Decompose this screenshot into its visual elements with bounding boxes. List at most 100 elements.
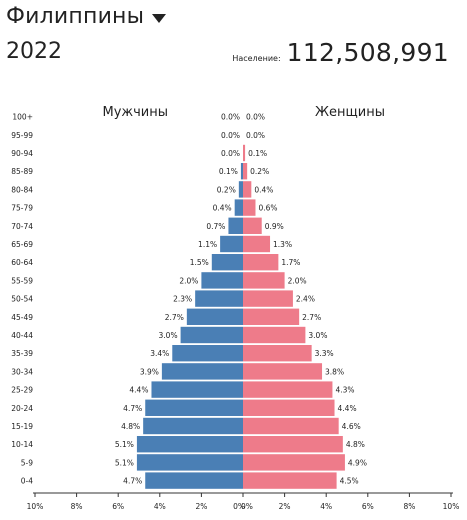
male-value-label: 3.9% bbox=[140, 367, 159, 376]
female-bar bbox=[243, 363, 323, 380]
female-bar bbox=[243, 254, 279, 271]
female-bar bbox=[243, 381, 333, 398]
female-bar bbox=[243, 399, 335, 416]
caret-down-icon[interactable] bbox=[152, 13, 167, 23]
age-group-label: 80-84 bbox=[11, 185, 33, 194]
age-group-label: 85-89 bbox=[11, 167, 33, 176]
male-bar bbox=[238, 181, 243, 198]
male-bar bbox=[136, 454, 243, 471]
age-group-label: 90-94 bbox=[11, 149, 33, 158]
age-group-label: 0-4 bbox=[21, 477, 33, 486]
x-tick-label: 2% bbox=[279, 502, 291, 511]
male-value-label: 0.0% bbox=[221, 113, 240, 122]
female-value-label: 0.6% bbox=[258, 204, 277, 213]
x-tick-label: 4% bbox=[320, 502, 332, 511]
female-value-label: 4.5% bbox=[340, 477, 359, 486]
male-value-label: 4.7% bbox=[123, 477, 142, 486]
female-value-label: 4.6% bbox=[342, 422, 361, 431]
female-bar bbox=[243, 144, 246, 162]
female-bar bbox=[243, 217, 262, 234]
female-bar bbox=[243, 326, 306, 344]
female-bar bbox=[243, 417, 339, 435]
female-value-label: 0.2% bbox=[250, 167, 269, 176]
male-value-label: 1.5% bbox=[190, 258, 209, 267]
x-tick-label: 4% bbox=[154, 502, 166, 511]
male-value-label: 0.4% bbox=[213, 204, 232, 213]
female-value-label: 0.0% bbox=[246, 131, 265, 140]
age-group-label: 65-69 bbox=[11, 240, 33, 249]
female-value-label: 0.4% bbox=[254, 185, 273, 194]
age-group-label: 35-39 bbox=[11, 349, 33, 358]
female-value-label: 2.4% bbox=[296, 295, 315, 304]
female-value-label: 2.7% bbox=[302, 313, 321, 322]
female-series-label: Женщины bbox=[315, 105, 385, 120]
female-bar bbox=[243, 272, 285, 289]
male-bar bbox=[228, 217, 243, 234]
female-value-label: 3.0% bbox=[308, 331, 327, 340]
age-group-label: 60-64 bbox=[11, 258, 33, 267]
age-group-label: 5-9 bbox=[21, 458, 33, 467]
female-bar bbox=[243, 345, 312, 362]
female-value-label: 3.3% bbox=[315, 349, 334, 358]
male-bar bbox=[172, 345, 243, 362]
age-group-label: 45-49 bbox=[11, 313, 33, 322]
female-value-label: 0.0% bbox=[246, 113, 265, 122]
male-value-label: 0.2% bbox=[217, 185, 236, 194]
x-tick-label: 0% bbox=[241, 502, 253, 511]
female-value-label: 3.8% bbox=[325, 367, 344, 376]
male-value-label: 0.0% bbox=[221, 131, 240, 140]
male-value-label: 4.4% bbox=[129, 386, 148, 395]
female-bar bbox=[243, 181, 252, 198]
female-bar bbox=[243, 235, 271, 253]
male-value-label: 4.7% bbox=[123, 404, 142, 413]
female-value-label: 2.0% bbox=[288, 276, 307, 285]
male-bar bbox=[195, 290, 243, 307]
male-value-label: 2.0% bbox=[179, 276, 198, 285]
female-bar bbox=[243, 454, 345, 471]
male-value-label: 1.1% bbox=[198, 240, 217, 249]
male-value-label: 0.0% bbox=[221, 149, 240, 158]
female-bar bbox=[243, 308, 300, 325]
female-value-label: 1.3% bbox=[273, 240, 292, 249]
country-selector[interactable]: Филиппины bbox=[6, 4, 167, 29]
x-tick-label: 6% bbox=[362, 502, 374, 511]
female-bar bbox=[243, 472, 337, 489]
x-tick-label: 8% bbox=[71, 502, 83, 511]
x-tick-label: 6% bbox=[112, 502, 124, 511]
x-tick-label: 10% bbox=[27, 502, 44, 511]
male-series-label: Мужчины bbox=[102, 105, 168, 120]
male-bar bbox=[145, 399, 243, 416]
country-name: Филиппины bbox=[6, 4, 145, 29]
x-tick-label: 2% bbox=[195, 502, 207, 511]
female-bar bbox=[243, 199, 256, 216]
age-group-label: 10-14 bbox=[11, 440, 33, 449]
male-bar bbox=[201, 272, 243, 289]
male-value-label: 4.8% bbox=[121, 422, 140, 431]
male-value-label: 3.4% bbox=[150, 349, 169, 358]
male-bar bbox=[240, 163, 243, 180]
age-group-label: 20-24 bbox=[11, 404, 33, 413]
male-bar bbox=[180, 326, 243, 344]
population-display: Население: 112,508,991 bbox=[232, 38, 449, 67]
male-bar bbox=[151, 381, 243, 398]
age-group-label: 15-19 bbox=[11, 422, 33, 431]
x-tick-label: 0% bbox=[233, 502, 245, 511]
female-value-label: 4.8% bbox=[346, 440, 365, 449]
female-value-label: 4.9% bbox=[348, 458, 367, 467]
male-value-label: 0.1% bbox=[219, 167, 238, 176]
female-bar bbox=[243, 163, 248, 180]
female-value-label: 4.3% bbox=[335, 386, 354, 395]
x-tick-label: 10% bbox=[443, 502, 460, 511]
x-tick-label: 8% bbox=[403, 502, 415, 511]
female-value-label: 4.4% bbox=[338, 404, 357, 413]
female-value-label: 0.1% bbox=[248, 149, 267, 158]
age-group-label: 30-34 bbox=[11, 367, 33, 376]
male-bar bbox=[211, 254, 243, 271]
male-bar bbox=[145, 472, 243, 489]
male-bar bbox=[136, 436, 243, 453]
male-bar bbox=[234, 199, 243, 216]
male-value-label: 5.1% bbox=[115, 440, 134, 449]
population-label: Население: bbox=[232, 54, 281, 63]
year-label: 2022 bbox=[6, 39, 62, 64]
